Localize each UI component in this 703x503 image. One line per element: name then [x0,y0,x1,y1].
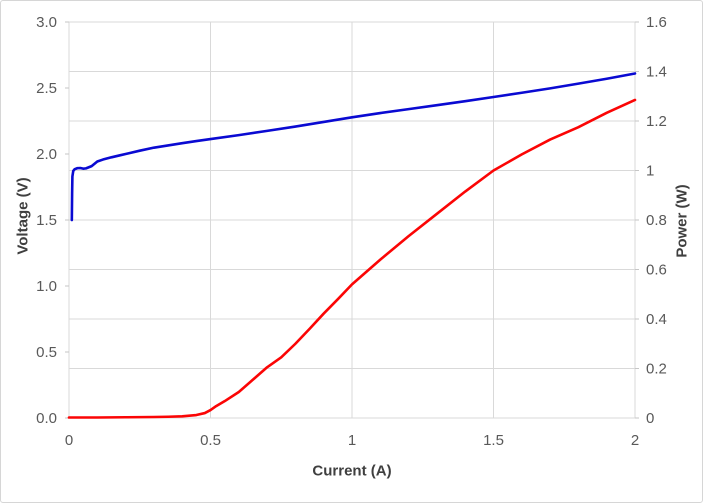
x-axis-tick-label: 2 [631,432,639,449]
x-axis-tick-label: 0.5 [200,432,221,449]
right-axis-tick-label: 1.6 [646,14,667,31]
right-axis-tick-label: 1 [646,163,654,180]
right-axis-tick-label: 1.4 [646,64,667,81]
right-axis-tick-label: 1.2 [646,113,667,130]
right-axis-tick-label: 0.4 [646,311,667,328]
left-axis-tick-label: 0.5 [36,344,57,361]
x-axis-title: Current (A) [312,462,392,480]
voltage-series-line [70,72,637,222]
left-axis-title: Voltage (V) [14,177,32,255]
left-axis-tick-label: 2.0 [36,146,57,163]
x-axis-tick-label: 0 [65,432,73,449]
x-axis-tick-label: 1 [348,432,356,449]
right-axis-tick-label: 0.6 [646,262,667,279]
left-axis-tick-label: 3.0 [36,14,57,31]
x-axis-tick-label: 1.5 [483,432,504,449]
right-axis-tick-label: 0 [646,410,654,427]
left-axis-tick-label: 1.5 [36,212,57,229]
right-axis-title: Power (W) [673,184,691,258]
left-axis-tick-label: 2.5 [36,80,57,97]
right-axis-tick-label: 0.8 [646,212,667,229]
left-axis-tick-label: 0.0 [36,410,57,427]
left-axis-tick-label: 1.0 [36,278,57,295]
right-axis-tick-label: 0.2 [646,361,667,378]
power-series-line [67,98,637,419]
